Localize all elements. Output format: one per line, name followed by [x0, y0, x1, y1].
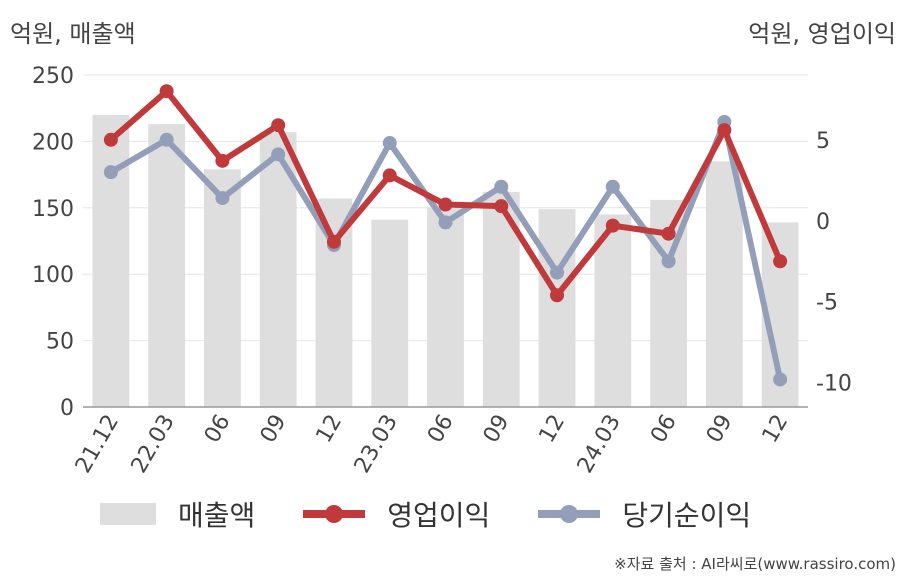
- x-tick-label: 09: [479, 411, 515, 448]
- y-left-tick-label: 100: [32, 263, 74, 288]
- x-tick-label: 23.03: [350, 411, 403, 478]
- legend-swatch-revenue: [100, 503, 156, 525]
- y-left-tick-label: 50: [46, 330, 74, 355]
- legend-item-revenue: 매출액: [100, 494, 255, 534]
- operating-profit-point: [494, 199, 509, 214]
- revenue-bar: [148, 124, 186, 408]
- legend-item-net-income: 당기순이익: [538, 494, 751, 534]
- x-tick-label: 06: [200, 411, 236, 448]
- net-income-point: [271, 147, 286, 162]
- x-tick-label: 09: [256, 411, 292, 448]
- revenue-bar: [371, 219, 409, 407]
- right-axis-unit: 억원, 영업이익: [748, 20, 896, 48]
- operating-profit-point: [326, 234, 341, 249]
- x-tick-label: 21.12: [71, 411, 124, 478]
- net-income-point: [159, 132, 174, 147]
- operating-profit-point: [717, 123, 732, 138]
- operating-profit-point: [605, 218, 620, 233]
- operating-profit-point: [271, 118, 286, 133]
- net-income-point: [550, 265, 565, 280]
- operating-profit-point: [438, 197, 453, 212]
- y-right-tick-label: -10: [816, 372, 852, 397]
- net-income-point: [661, 254, 676, 269]
- operating-profit-point: [215, 153, 230, 168]
- legend-label-revenue: 매출액: [178, 499, 256, 532]
- x-tick-label: 12: [758, 411, 794, 448]
- revenue-bar: [92, 114, 130, 407]
- net-income-point: [605, 179, 620, 194]
- y-left-tick-label: 150: [32, 197, 74, 222]
- revenue-bar: [204, 169, 241, 407]
- revenue-bar: [594, 214, 632, 407]
- x-tick-label: 12: [535, 411, 571, 448]
- net-income-point: [382, 136, 397, 151]
- x-tick-label: 06: [646, 411, 682, 448]
- revenue-bar: [427, 207, 464, 407]
- x-tick-label: 22.03: [127, 411, 180, 478]
- operating-profit-point: [382, 168, 397, 183]
- y-left-tick-label: 0: [60, 396, 74, 421]
- operating-profit-point: [773, 254, 788, 269]
- x-tick-label: 12: [312, 411, 348, 448]
- revenue-bar: [315, 198, 353, 407]
- net-income-point: [494, 179, 509, 194]
- legend-label-net-income: 당기순이익: [622, 499, 752, 532]
- y-left-tick-label: 200: [32, 130, 74, 155]
- legend-label-operating-profit: 영업이익: [387, 499, 491, 532]
- y-right-tick-label: -5: [816, 291, 838, 316]
- series-lines: [103, 84, 788, 387]
- y-right-tick-label: 0: [816, 210, 830, 235]
- x-tick-label: 09: [702, 411, 738, 448]
- legend-swatch-operating-profit: [303, 505, 366, 523]
- x-tick-label: 24.03: [573, 411, 626, 478]
- x-tick-label: 06: [423, 411, 459, 448]
- revenue-bars: [92, 114, 799, 408]
- operating-profit-point: [159, 84, 174, 99]
- operating-profit-point: [550, 288, 565, 303]
- y-left-tick-label: 250: [32, 64, 74, 89]
- legend: 매출액 영업이익 당기순이익: [100, 492, 860, 536]
- net-income-point: [215, 191, 230, 206]
- net-income-point: [773, 372, 788, 387]
- legend-item-operating-profit: 영업이익: [303, 494, 490, 534]
- y-right-tick-label: 5: [816, 129, 830, 154]
- net-income-point: [103, 165, 118, 180]
- operating-profit-point: [661, 226, 676, 241]
- operating-profit-point: [103, 132, 118, 147]
- revenue-bar: [705, 161, 743, 407]
- source-note: ※자료 출처 : AI라씨로(www.rassiro.com): [614, 555, 896, 573]
- left-axis-unit: 억원, 매출액: [10, 20, 136, 48]
- net-income-point: [438, 215, 453, 230]
- revenue-bar: [538, 209, 576, 407]
- legend-swatch-net-income: [538, 505, 601, 523]
